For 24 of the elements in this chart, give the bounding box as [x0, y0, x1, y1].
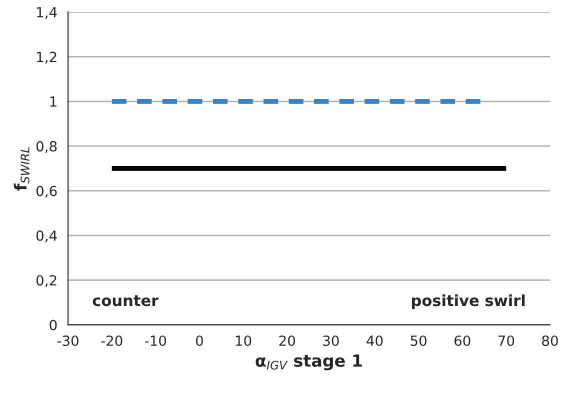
y-axis-title: f$_{SWIRL}$ [14, 147, 30, 191]
x-axis-title: α$_{IGV}$ stage 1 [256, 354, 362, 370]
x-tick-label: 50 [410, 335, 426, 346]
y-tick-label: 0,6 [36, 186, 57, 198]
y-tick-label: 1 [50, 96, 56, 107]
x-tick-label: 20 [279, 335, 296, 346]
y-tick-label: 1,4 [37, 7, 57, 19]
y-tick-label: 0,4 [36, 230, 57, 242]
x-tick-label: -20 [101, 335, 122, 346]
x-tick-label: 60 [454, 335, 470, 346]
y-tick-label: 0,8 [36, 141, 57, 153]
x-tick-label: 70 [498, 335, 514, 346]
y-tick-label: 0,2 [36, 275, 56, 288]
x-tick-label: 0 [196, 335, 203, 346]
x-tick-label: -30 [57, 335, 78, 346]
x-tick-label: 80 [542, 335, 558, 346]
x-tick-label: 40 [366, 335, 383, 346]
x-tick-label: 30 [323, 335, 339, 346]
y-tick-label: 1,2 [37, 52, 56, 64]
annotation: positive swirl [412, 294, 525, 310]
y-tick-label: 0 [50, 320, 57, 330]
x-tick-label: 10 [236, 335, 252, 346]
x-tick-label: -10 [145, 335, 166, 346]
annotation: counter [92, 295, 159, 306]
